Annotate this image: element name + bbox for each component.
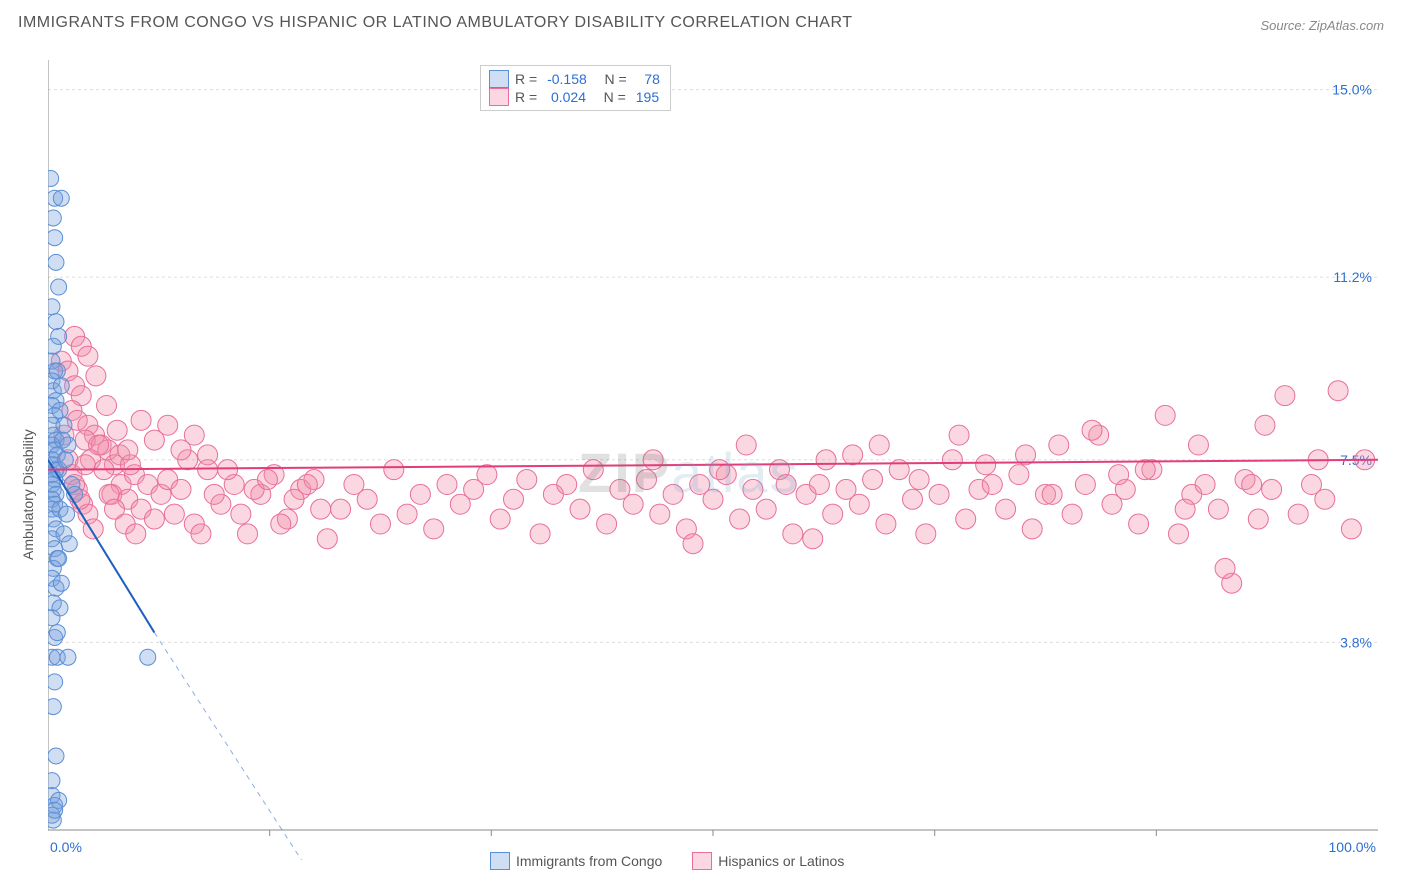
- legend-swatch-blue: [489, 70, 509, 88]
- chart-svg: 3.8%7.5%11.2%15.0%0.0%100.0%: [48, 60, 1378, 860]
- source-attribution: Source: ZipAtlas.com: [1260, 18, 1384, 33]
- legend-swatch-pink: [489, 88, 509, 106]
- n-value: 78: [637, 71, 660, 87]
- legend-label: Hispanics or Latinos: [718, 853, 844, 869]
- series-legend: Immigrants from Congo Hispanics or Latin…: [490, 852, 844, 870]
- y-axis-label: Ambulatory Disability: [20, 429, 36, 560]
- legend-item: Hispanics or Latinos: [692, 852, 844, 870]
- svg-text:100.0%: 100.0%: [1329, 839, 1376, 855]
- svg-text:11.2%: 11.2%: [1333, 269, 1372, 285]
- chart-title: IMMIGRANTS FROM CONGO VS HISPANIC OR LAT…: [18, 14, 853, 32]
- legend-swatch-pink: [692, 852, 712, 870]
- n-label: N =: [592, 89, 630, 105]
- legend-label: Immigrants from Congo: [516, 853, 662, 869]
- svg-text:3.8%: 3.8%: [1340, 634, 1372, 650]
- r-value: 0.024: [547, 89, 586, 105]
- n-label: N =: [593, 71, 631, 87]
- svg-text:15.0%: 15.0%: [1332, 82, 1372, 98]
- legend-row: R = 0.024 N = 195: [489, 88, 660, 106]
- r-label: R =: [515, 71, 541, 87]
- n-value: 195: [636, 89, 659, 105]
- r-label: R =: [515, 89, 541, 105]
- correlation-legend: R = -0.158 N = 78 R = 0.024 N = 195: [480, 65, 671, 111]
- legend-row: R = -0.158 N = 78: [489, 70, 660, 88]
- scatter-chart: 3.8%7.5%11.2%15.0%0.0%100.0% ZIPatlas: [48, 60, 1378, 830]
- legend-item: Immigrants from Congo: [490, 852, 662, 870]
- svg-text:0.0%: 0.0%: [50, 839, 82, 855]
- legend-swatch-blue: [490, 852, 510, 870]
- r-value: -0.158: [547, 71, 587, 87]
